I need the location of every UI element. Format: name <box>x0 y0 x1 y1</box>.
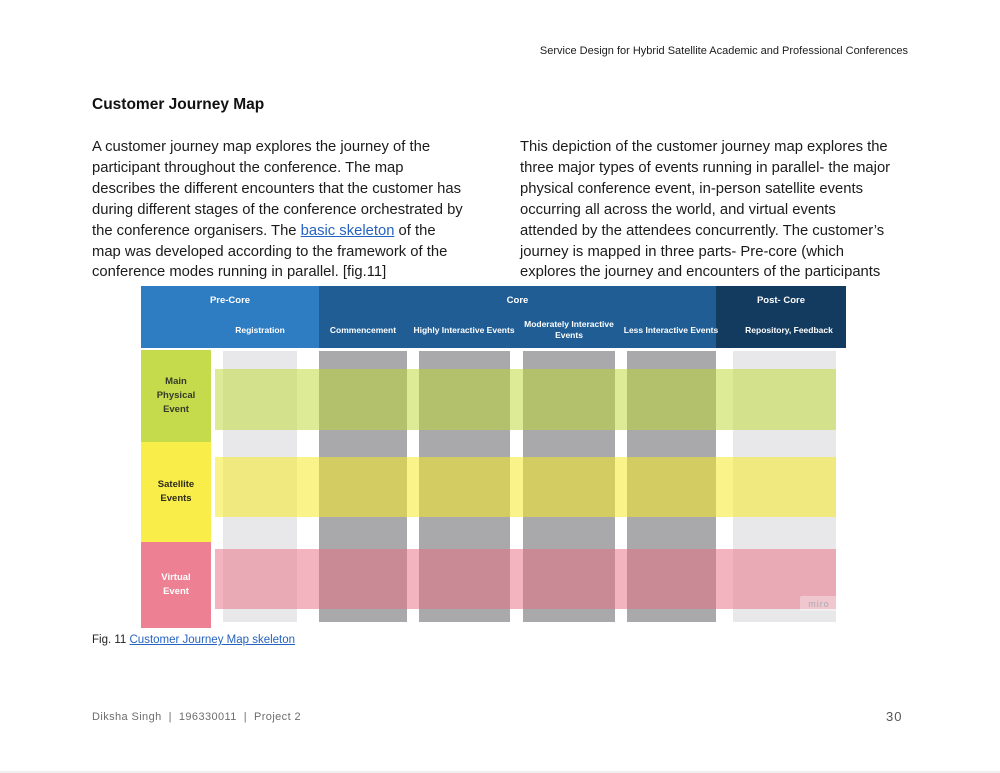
column-header-moderately-interactive: Moderately Interactive Events <box>524 319 614 340</box>
footer: Diksha Singh | 196330011 | Project 2 <box>92 711 301 723</box>
running-header: Service Design for Hybrid Satellite Acad… <box>539 45 908 57</box>
page-bottom-edge <box>0 771 1000 773</box>
body-text-right: This depiction of the customer journey m… <box>520 139 891 281</box>
footer-separator: | <box>168 711 172 723</box>
row-band-satellite-events <box>215 457 836 517</box>
footer-project: Project 2 <box>254 711 302 723</box>
column-header-repository-feedback: Repository, Feedback <box>745 324 833 335</box>
footer-author: Diksha Singh <box>92 711 162 723</box>
footer-student-id: 196330011 <box>178 711 237 723</box>
column-header-commencement: Commencement <box>329 324 397 335</box>
caption-prefix: Fig. 11 <box>92 634 130 646</box>
page-title: Customer Journey Map <box>92 96 265 113</box>
column-header-registration: Registration <box>235 324 285 335</box>
phase-label-post-core: Post- Core <box>756 295 806 306</box>
column-header-less-interactive: Less Interactive Events <box>623 324 719 335</box>
miro-watermark: miro <box>800 596 838 611</box>
row-label-virtual-event: Virtual Event <box>141 542 211 628</box>
row-band-main-physical-event <box>215 369 836 430</box>
phase-block-post-core: Post- Core <box>716 286 846 348</box>
phase-block-core: Core <box>319 286 716 348</box>
row-band-virtual-event <box>215 549 836 609</box>
phase-label-core: Core <box>506 295 529 306</box>
row-label-main-physical-event: Main Physical Event <box>141 350 211 442</box>
row-label-text: Satellite Events <box>157 479 195 504</box>
basic-skeleton-link[interactable]: basic skeleton <box>300 222 395 239</box>
column-header-highly-interactive: Highly Interactive Events <box>413 324 515 335</box>
phase-label-pre-core: Pre-Core <box>209 295 251 306</box>
row-label-satellite-events: Satellite Events <box>141 442 211 542</box>
phase-block-pre-core: Pre-Core <box>141 286 319 348</box>
journey-map-figure: Pre-Core Core Post- Core Registration Co… <box>141 286 846 628</box>
row-label-text: Main Physical Event <box>156 376 196 415</box>
paragraph-text-post: of the map was developed according to th… <box>92 222 448 281</box>
row-label-text: Virtual Event <box>161 572 191 597</box>
figure-caption: Fig. 11 Customer Journey Map skeleton <box>92 634 295 646</box>
page-number: 30 <box>886 709 903 724</box>
caption-link[interactable]: Customer Journey Map skeleton <box>129 634 296 646</box>
footer-separator: | <box>243 711 247 723</box>
paragraph-text-pre: A customer journey map explores the jour… <box>92 139 463 239</box>
body-text-left: A customer journey map explores the jour… <box>92 137 463 283</box>
